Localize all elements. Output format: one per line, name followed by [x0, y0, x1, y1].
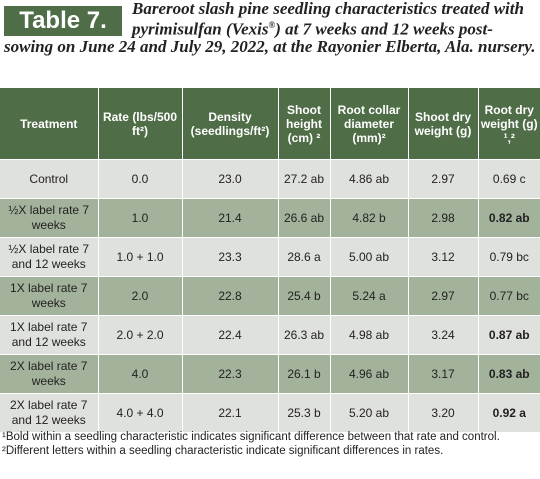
cell-shoot-height: 25.4 b: [278, 276, 331, 316]
cell-root-dry-weight: 0.83 ab: [478, 354, 540, 394]
table-row: Control 0.0 23.0 27.2 ab 4.86 ab 2.97 0.…: [0, 159, 540, 199]
cell-shoot-dry-weight: 3.12: [408, 237, 479, 277]
cell-root-collar-diameter: 5.20 ab: [330, 393, 409, 432]
cell-shoot-height: 26.6 ab: [278, 198, 331, 238]
cell-root-dry-weight: 0.92 a: [478, 393, 540, 432]
cell-density: 22.3: [182, 354, 279, 394]
table-header: Table 7. Bareroot slash pine seedling ch…: [0, 0, 540, 80]
seedling-characteristics-table: Treatment Rate (lbs/500 ft²) Density (se…: [0, 88, 540, 432]
cell-treatment: 1X label rate 7 weeks: [0, 276, 99, 316]
registered-mark: ®: [268, 20, 276, 30]
cell-treatment: 1X label rate 7 and 12 weeks: [0, 315, 99, 355]
cell-treatment: ½X label rate 7 weeks: [0, 198, 99, 238]
cell-root-collar-diameter: 4.98 ab: [330, 315, 409, 355]
cell-density: 22.1: [182, 393, 279, 432]
cell-shoot-dry-weight: 2.97: [408, 159, 479, 199]
table-row: ½X label rate 7 and 12 weeks 1.0 + 1.0 2…: [0, 237, 540, 277]
cell-shoot-dry-weight: 3.17: [408, 354, 479, 394]
cell-rate: 1.0 + 1.0: [98, 237, 183, 277]
cell-rate: 1.0: [98, 198, 183, 238]
cell-shoot-dry-weight: 3.24: [408, 315, 479, 355]
cell-density: 21.4: [182, 198, 279, 238]
cell-treatment: 2X label rate 7 and 12 weeks: [0, 393, 99, 432]
cell-root-dry-weight: 0.87 ab: [478, 315, 540, 355]
cell-rate: 4.0 + 4.0: [98, 393, 183, 432]
col-header-root-collar-diameter: Root collar diameter (mm)²: [330, 88, 409, 160]
cell-shoot-height: 26.1 b: [278, 354, 331, 394]
cell-shoot-height: 26.3 ab: [278, 315, 331, 355]
cell-treatment: ½X label rate 7 and 12 weeks: [0, 237, 99, 277]
table-row: 2X label rate 7 and 12 weeks 4.0 + 4.0 2…: [0, 393, 540, 432]
cell-density: 23.0: [182, 159, 279, 199]
cell-root-collar-diameter: 5.00 ab: [330, 237, 409, 277]
cell-root-dry-weight: 0.77 bc: [478, 276, 540, 316]
table-row: ½X label rate 7 weeks 1.0 21.4 26.6 ab 4…: [0, 198, 540, 238]
col-header-shoot-height: Shoot height (cm) ²: [278, 88, 331, 160]
cell-root-dry-weight: 0.82 ab: [478, 198, 540, 238]
table-number-badge: Table 7.: [4, 6, 122, 36]
table-row: 2X label rate 7 weeks 4.0 22.3 26.1 b 4.…: [0, 354, 540, 394]
cell-shoot-dry-weight: 3.20: [408, 393, 479, 432]
col-header-root-dry-weight: Root dry weight (g) ¹,²: [478, 88, 540, 160]
footnote-2: ²Different letters within a seedling cha…: [2, 445, 444, 457]
col-header-rate: Rate (lbs/500 ft²): [98, 88, 183, 160]
cell-shoot-height: 27.2 ab: [278, 159, 331, 199]
footnote-1: ¹Bold within a seedling characteristic i…: [2, 431, 500, 443]
cell-rate: 2.0 + 2.0: [98, 315, 183, 355]
cell-shoot-height: 25.3 b: [278, 393, 331, 432]
cell-rate: 0.0: [98, 159, 183, 199]
cell-root-dry-weight: 0.79 bc: [478, 237, 540, 277]
cell-root-collar-diameter: 4.82 b: [330, 198, 409, 238]
cell-root-collar-diameter: 5.24 a: [330, 276, 409, 316]
cell-rate: 4.0: [98, 354, 183, 394]
table-row: 1X label rate 7 and 12 weeks 2.0 + 2.0 2…: [0, 315, 540, 355]
cell-root-dry-weight: 0.69 c: [478, 159, 540, 199]
cell-root-collar-diameter: 4.86 ab: [330, 159, 409, 199]
table-row: 1X label rate 7 weeks 2.0 22.8 25.4 b 5.…: [0, 276, 540, 316]
cell-density: 22.4: [182, 315, 279, 355]
col-header-shoot-dry-weight: Shoot dry weight (g): [408, 88, 479, 160]
cell-density: 23.3: [182, 237, 279, 277]
cell-density: 22.8: [182, 276, 279, 316]
cell-treatment: Control: [0, 159, 99, 199]
cell-shoot-height: 28.6 a: [278, 237, 331, 277]
cell-rate: 2.0: [98, 276, 183, 316]
cell-shoot-dry-weight: 2.98: [408, 198, 479, 238]
cell-treatment: 2X label rate 7 weeks: [0, 354, 99, 394]
col-header-treatment: Treatment: [0, 88, 99, 160]
table-caption: Bareroot slash pine seedling characteris…: [4, 0, 536, 55]
cell-root-collar-diameter: 4.96 ab: [330, 354, 409, 394]
header-row: Treatment Rate (lbs/500 ft²) Density (se…: [0, 88, 540, 160]
col-header-density: Density (seedlings/ft²): [182, 88, 279, 160]
cell-shoot-dry-weight: 2.97: [408, 276, 479, 316]
caption-part-2: ) at 7 weeks and 12 weeks post-sowing on…: [4, 19, 536, 56]
caption-part-1: Bareroot slash pine seedling characteris…: [132, 0, 524, 39]
